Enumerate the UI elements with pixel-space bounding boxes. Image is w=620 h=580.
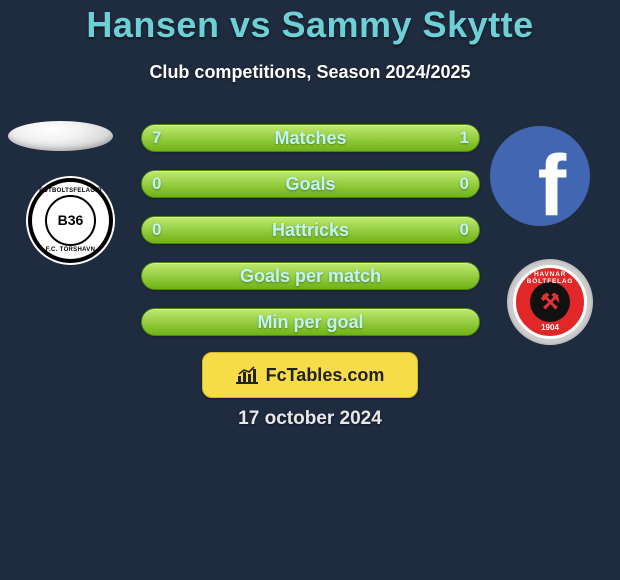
page-title: Hansen vs Sammy Skytte [0,4,620,46]
team-right-arc: HAVNAR BÓLTFELAG [516,271,584,285]
stat-row: Goals per match [141,262,480,290]
player-avatar-left [8,121,113,151]
stat-row: Min per goal [141,308,480,336]
stat-value-right: 0 [460,217,469,243]
page-subtitle: Club competitions, Season 2024/2025 [0,62,620,83]
player-avatar-right: f [490,126,590,226]
team-left-ring-top: FÓTBOLTSFELAGIÐ [32,188,109,194]
stat-value-right: 0 [460,171,469,197]
team-badge-right: HAVNAR BÓLTFELAG ⚒ 1904 [507,259,593,345]
team-left-center: B36 [45,195,96,246]
stat-label: Goals [142,171,479,197]
stat-row: Goals0 0 [141,170,480,198]
stat-row: Matches7 1 [141,124,480,152]
team-badge-left: FÓTBOLTSFELAGIÐ B36 F.C. TÓRSHAVN [28,178,113,263]
stat-value-left: 0 [152,217,161,243]
stat-row: Hattricks0 0 [141,216,480,244]
brand-text: FcTables.com [266,365,385,386]
team-right-core-icon: ⚒ [530,282,570,322]
stat-label: Min per goal [142,309,479,335]
footer-date: 17 october 2024 [0,408,620,430]
brand-chip[interactable]: FcTables.com [202,352,418,398]
stat-label: Goals per match [142,263,479,289]
comparison-card: Hansen vs Sammy Skytte Club competitions… [0,0,620,580]
stat-bars: Matches71Goals00Hattricks00Goals per mat… [141,124,480,354]
stat-label: Hattricks [142,217,479,243]
stat-value-left: 7 [152,125,161,151]
stat-value-right: 1 [460,125,469,151]
stat-label: Matches [142,125,479,151]
brand-chart-icon [236,365,258,385]
team-right-year: 1904 [516,323,584,332]
facebook-icon: f [538,137,567,226]
team-left-ring-bottom: F.C. TÓRSHAVN [32,247,109,253]
stat-value-left: 0 [152,171,161,197]
